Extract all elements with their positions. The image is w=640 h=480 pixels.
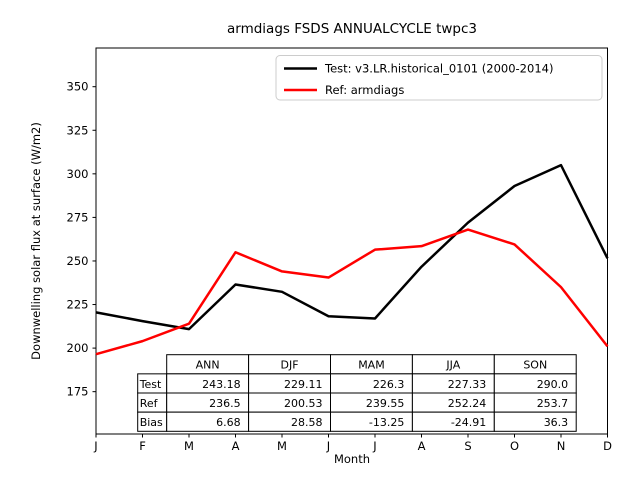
table-value: 28.58: [291, 416, 323, 429]
y-tick-label: 325: [67, 123, 89, 137]
table-value: 227.33: [448, 378, 487, 391]
table-value: 226.3: [373, 378, 405, 391]
x-tick-label: J: [326, 439, 330, 453]
table-value: 200.53: [284, 397, 323, 410]
y-tick-label: 300: [67, 167, 89, 181]
table-column-header: MAM: [358, 359, 385, 372]
table-column-header: DJF: [281, 359, 299, 372]
table-value: 239.55: [366, 397, 405, 410]
table-value: -24.91: [451, 416, 486, 429]
table-value: 243.18: [202, 378, 241, 391]
table-value: 36.3: [544, 416, 569, 429]
legend-box: [275, 55, 603, 101]
table-value: 236.5: [209, 397, 241, 410]
y-tick-label: 275: [67, 210, 89, 224]
series-line: [95, 163, 609, 331]
table-value: -13.25: [369, 416, 404, 429]
x-tick-label: J: [372, 439, 376, 453]
y-tick-label: 250: [67, 254, 89, 268]
series-line: [95, 228, 609, 356]
x-axis-label: Month: [334, 452, 370, 466]
table-column-header: JJA: [445, 359, 460, 372]
y-tick-label: 225: [67, 298, 89, 312]
table-row-label: Test: [139, 378, 162, 391]
table-cell: [493, 411, 577, 432]
x-tick-label: F: [139, 439, 146, 453]
plot-border: [95, 47, 608, 435]
chart-title: armdiags FSDS ANNUALCYCLE twpc3: [227, 21, 477, 37]
legend-label-test: Test: v3.LR.historical_0101 (2000-2014): [324, 62, 553, 76]
x-tick-label: S: [464, 439, 471, 453]
x-tick-label: A: [418, 439, 426, 453]
y-tick-label: 175: [67, 385, 89, 399]
table-row-label: Ref: [140, 397, 159, 410]
y-axis-label: Downwelling solar flux at surface (W/m2): [29, 122, 43, 360]
table-column-header: ANN: [196, 359, 220, 372]
line-series-group: [95, 163, 609, 356]
y-tick-label: 350: [67, 80, 89, 94]
x-tick-label: J: [93, 439, 97, 453]
x-tick-label: N: [557, 439, 566, 453]
table-value: 290.0: [537, 378, 569, 391]
table-column-header: SON: [523, 359, 547, 372]
table-value: 229.11: [284, 378, 323, 391]
x-tick-label: D: [603, 439, 612, 453]
x-tick-label: O: [510, 439, 519, 453]
table-value: 252.24: [448, 397, 487, 410]
x-tick-label: M: [184, 439, 194, 453]
legend-label-ref: Ref: armdiags: [325, 83, 404, 97]
legend: Test: v3.LR.historical_0101 (2000-2014) …: [275, 55, 603, 101]
table-value: 6.68: [216, 416, 241, 429]
x-tick-label: A: [232, 439, 240, 453]
y-tick-label: 200: [67, 341, 89, 355]
table-row-label: Bias: [140, 416, 163, 429]
x-tick-label: M: [277, 439, 287, 453]
stats-table: ANN DJF MAM JJA SON Test 243.18 229.11 226.3 227.…: [137, 354, 577, 432]
y-axis-ticks: 350 325 300 275 250 225 200 175: [67, 80, 96, 399]
table-value: 253.7: [537, 397, 569, 410]
